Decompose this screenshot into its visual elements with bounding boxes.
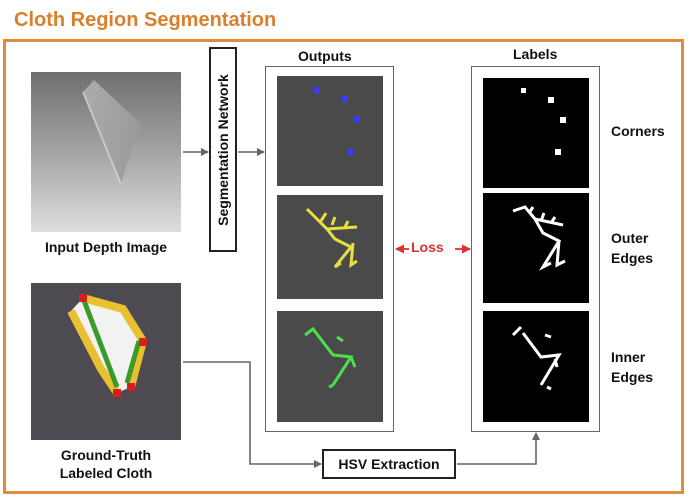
ground-truth-caption-line2: Labeled Cloth [59, 465, 153, 481]
segmentation-network-box: Segmentation Network [209, 47, 237, 252]
diagram-title: Cloth Region Segmentation [14, 9, 277, 31]
input-depth-image [31, 72, 181, 232]
output-outer-edges-image [277, 195, 383, 299]
output-outer-edges-graphic [277, 195, 383, 299]
diagram-frame [3, 39, 684, 494]
label-corners-image [483, 78, 589, 188]
row-label-outer-edges: Outer Edges [611, 228, 653, 268]
label-outer-edges-image [483, 193, 589, 303]
labels-header: Labels [513, 46, 558, 62]
row-label-outer-line2: Edges [611, 250, 654, 266]
input-caption: Input Depth Image [44, 239, 168, 255]
label-inner-edges-graphic [483, 311, 589, 422]
output-inner-edges-graphic [277, 311, 383, 422]
output-inner-edges-image [277, 311, 383, 422]
label-inner-edges-image [483, 311, 589, 422]
row-label-inner-line2: Edges [611, 369, 654, 385]
output-corners-image [277, 76, 383, 186]
ground-truth-caption-line1: Ground-Truth [60, 447, 152, 463]
labeled-cloth-graphic [31, 283, 181, 440]
label-outer-edges-graphic [483, 193, 589, 303]
loss-label: Loss [411, 239, 444, 255]
hsv-extraction-box: HSV Extraction [322, 449, 456, 479]
row-label-corners: Corners [611, 121, 665, 141]
arrow-groundtruth-to-hsv [183, 361, 322, 468]
row-label-inner-edges: Inner Edges [611, 347, 653, 387]
ground-truth-caption: Ground-Truth Labeled Cloth [20, 446, 192, 482]
depth-image-graphic [31, 72, 181, 232]
outputs-header: Outputs [298, 48, 352, 64]
row-label-inner-line1: Inner [611, 349, 646, 365]
row-label-outer-line1: Outer [611, 230, 649, 246]
arrow-hsv-to-labels [457, 432, 540, 465]
output-corners-graphic [277, 76, 383, 186]
ground-truth-image [31, 283, 181, 440]
label-corners-graphic [483, 78, 589, 188]
row-label-corners-text: Corners [611, 123, 665, 139]
